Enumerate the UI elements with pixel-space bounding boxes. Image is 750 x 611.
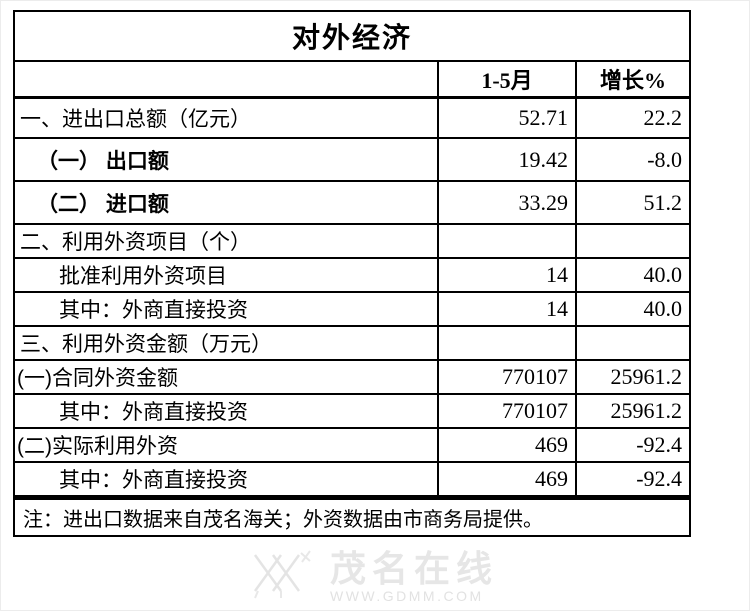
row-value: 52.71 bbox=[437, 96, 577, 139]
row-label: 其中：外商直接投资 bbox=[13, 393, 439, 429]
gdmm-logo-icon bbox=[252, 548, 318, 605]
table-note: 注：进出口数据来自茂名海关；外资数据由市商务局提供。 bbox=[12, 495, 692, 537]
row-label: 二、利用外资项目（个） bbox=[13, 223, 439, 259]
row-value: 14 bbox=[437, 257, 577, 293]
table-row: 批准利用外资项目 14 40.0 bbox=[13, 257, 692, 293]
row-value: 469 bbox=[437, 461, 577, 499]
row-label: 一、进出口总额（亿元） bbox=[13, 96, 439, 139]
row-growth: 22.2 bbox=[574, 96, 692, 139]
row-growth: 25961.2 bbox=[574, 393, 692, 429]
row-growth: 51.2 bbox=[574, 180, 692, 225]
row-value: 469 bbox=[437, 427, 577, 463]
row-growth: 40.0 bbox=[574, 257, 692, 293]
title-row: 对外经济 bbox=[12, 10, 692, 62]
row-value bbox=[437, 223, 577, 259]
row-label: 批准利用外资项目 bbox=[13, 257, 439, 293]
table-title: 对外经济 bbox=[12, 10, 692, 62]
row-value: 770107 bbox=[437, 359, 577, 395]
watermark-site-name: 茂名在线 bbox=[329, 547, 499, 589]
note-row: 注：进出口数据来自茂名海关；外资数据由市商务局提供。 bbox=[12, 495, 692, 537]
row-label: 其中：外商直接投资 bbox=[13, 461, 439, 499]
row-growth: -92.4 bbox=[574, 427, 692, 463]
table-row: (一)合同外资金额 770107 25961.2 bbox=[13, 359, 692, 395]
row-growth bbox=[574, 325, 692, 361]
table-row: （一） 出口额 19.42 -8.0 bbox=[13, 137, 692, 182]
row-value: 19.42 bbox=[437, 137, 577, 182]
row-growth: 25961.2 bbox=[574, 359, 692, 395]
watermark-site-url: WWW.GDMM.COM bbox=[329, 587, 484, 604]
table-row: 其中：外商直接投资 770107 25961.2 bbox=[13, 393, 692, 429]
row-label: 三、利用外资金额（万元） bbox=[13, 325, 439, 361]
row-label: 其中：外商直接投资 bbox=[13, 291, 439, 327]
row-label: （二） 进口额 bbox=[13, 180, 439, 225]
header-row: 1-5月 增长% bbox=[13, 60, 692, 99]
col-header-period: 1-5月 bbox=[437, 60, 577, 99]
row-value: 33.29 bbox=[437, 180, 577, 225]
row-growth: 40.0 bbox=[574, 291, 692, 327]
row-growth: -92.4 bbox=[574, 461, 692, 499]
row-label: （一） 出口额 bbox=[13, 137, 439, 182]
foreign-economy-table: 对外经济 1-5月 增长% 一、进出口总额（亿元） 52.71 22.2 （一）… bbox=[12, 10, 692, 537]
table-row: （二） 进口额 33.29 51.2 bbox=[13, 180, 692, 225]
row-value: 14 bbox=[437, 291, 577, 327]
col-header-indicator bbox=[13, 60, 439, 99]
table-row: 一、进出口总额（亿元） 52.71 22.2 bbox=[13, 96, 692, 139]
watermark: 茂名在线 WWW.GDMM.COM bbox=[252, 548, 498, 605]
table-row: 其中：外商直接投资 469 -92.4 bbox=[13, 461, 692, 499]
row-label: (一)合同外资金额 bbox=[13, 359, 439, 395]
table-row: (二)实际利用外资 469 -92.4 bbox=[13, 427, 692, 463]
table-row: 三、利用外资金额（万元） bbox=[13, 325, 692, 361]
row-label: (二)实际利用外资 bbox=[13, 427, 439, 463]
table-row: 其中：外商直接投资 14 40.0 bbox=[13, 291, 692, 327]
row-growth: -8.0 bbox=[574, 137, 692, 182]
row-value bbox=[437, 325, 577, 361]
table-row: 二、利用外资项目（个） bbox=[13, 223, 692, 259]
foreign-economy-table-wrap: 对外经济 1-5月 增长% 一、进出口总额（亿元） 52.71 22.2 （一）… bbox=[12, 10, 692, 537]
row-growth bbox=[574, 223, 692, 259]
col-header-growth: 增长% bbox=[574, 60, 692, 99]
row-value: 770107 bbox=[437, 393, 577, 429]
